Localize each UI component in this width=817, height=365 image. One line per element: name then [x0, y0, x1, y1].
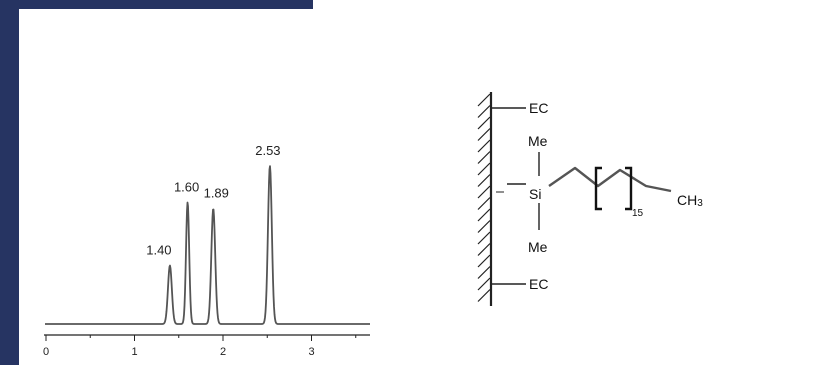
surface-wall: [477, 92, 493, 306]
surface-hatch: [477, 185, 491, 199]
peak-label: 2.53: [255, 143, 280, 158]
surface-hatch: [477, 162, 491, 176]
surface-hatch: [477, 105, 491, 118]
peak-label: 1.40: [146, 243, 171, 258]
surface-hatch: [477, 289, 491, 302]
top-end-cap-label: EC: [529, 100, 548, 116]
methyl-top-label: Me: [528, 133, 548, 149]
repeat-bracket-right: [625, 166, 633, 211]
surface-hatch: [477, 128, 491, 141]
alkyl-chain: [548, 166, 672, 193]
x-tick-label: 2: [220, 346, 226, 358]
peak-label: 1.89: [204, 186, 229, 201]
surface-hatch: [477, 93, 491, 107]
surface-hatch: [477, 174, 491, 187]
bottom-end-cap-label: EC: [529, 276, 548, 292]
methyl-bottom-label: Me: [528, 239, 548, 255]
surface-hatch: [477, 231, 491, 245]
surface-hatch: [477, 220, 491, 233]
terminal-methyl-label: CH3: [677, 192, 703, 209]
surface-hatch: [477, 116, 491, 130]
x-tick-label: 1: [131, 346, 137, 358]
peak-label: 1.60: [174, 179, 199, 194]
silicon-label: Si: [529, 186, 541, 202]
top-accent-band: [0, 0, 313, 9]
surface-hatch: [477, 197, 491, 210]
x-tick-label: 0: [43, 346, 49, 358]
surface-hatch: [477, 266, 491, 279]
chromatogram-trace: [44, 165, 371, 325]
repeat-count: 15: [632, 208, 644, 219]
surface-hatch: [477, 243, 491, 256]
surface-hatch: [477, 254, 491, 268]
surface-hatch: [477, 277, 491, 291]
repeat-bracket-left: [594, 166, 602, 211]
surface-hatch: [477, 151, 491, 164]
surface-hatch: [477, 208, 491, 222]
surface-hatch: [477, 139, 491, 153]
x-tick-label: 3: [308, 346, 314, 358]
left-accent-band: [0, 0, 19, 365]
